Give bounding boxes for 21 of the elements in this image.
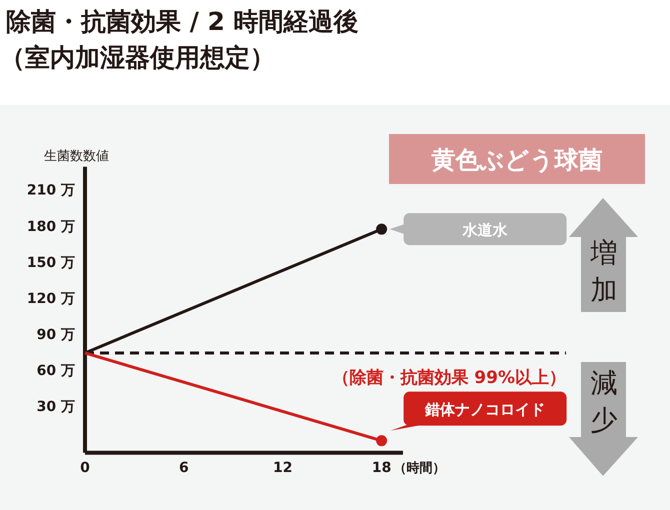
y-tick-label: 60 万: [36, 362, 75, 379]
text: 減少: [590, 368, 618, 436]
x-tick-label: 12: [272, 460, 292, 476]
y-axis-title: 生菌数数値: [44, 149, 109, 164]
ref-line-label: （除菌・抗菌効果 99%以上）: [332, 368, 566, 388]
y-tick-label: 120 万: [26, 290, 75, 307]
x-tick-label: 6: [178, 460, 189, 476]
x-tick-label: 18: [372, 460, 392, 476]
chart-title: 除菌・抗菌効果 / 2 時間経過後: [6, 7, 359, 36]
x-tick-label: 0: [80, 460, 90, 476]
chart-subtitle: （室内加湿器使用想定）: [0, 43, 275, 72]
y-tick-label: 210 万: [26, 182, 75, 199]
text: 水道水: [462, 221, 509, 240]
y-tick-label: 90 万: [36, 326, 75, 343]
y-tick-label: 30 万: [36, 399, 75, 416]
x-axis-title: （時間）: [394, 461, 446, 476]
y-tick-label: 180 万: [26, 218, 75, 235]
text: 錯体ナノコロイド: [424, 400, 546, 419]
text: 黄色ぶどう球菌: [430, 146, 602, 174]
text: 増加: [590, 238, 618, 306]
y-tick-label: 150 万: [26, 254, 75, 271]
